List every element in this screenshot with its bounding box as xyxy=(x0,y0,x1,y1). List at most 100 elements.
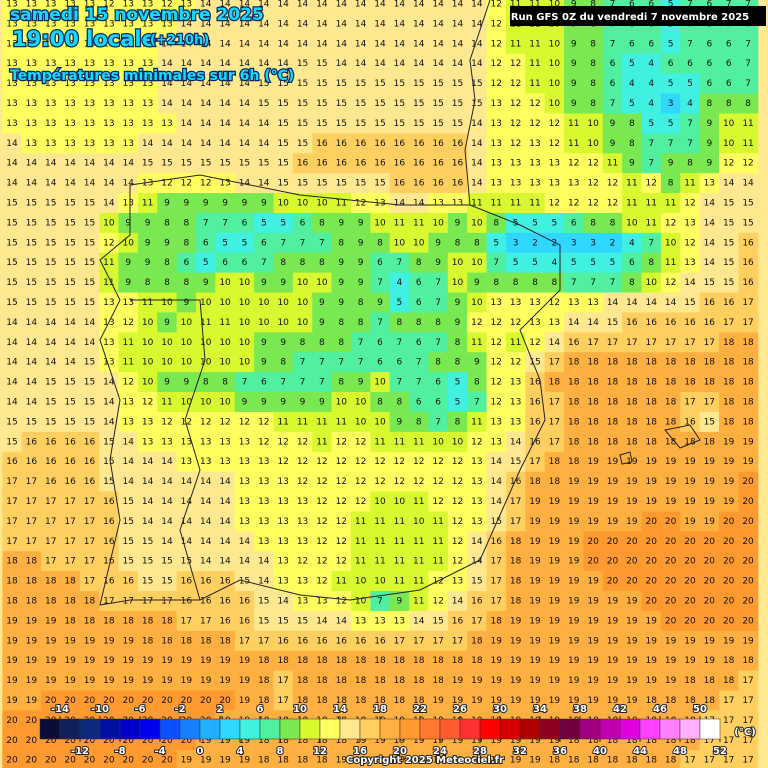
temperature-cell xyxy=(505,352,526,373)
temperature-cell xyxy=(428,531,449,552)
temperature-value: 19 xyxy=(607,616,619,626)
temperature-value: 15 xyxy=(26,199,37,209)
temperature-value: 17 xyxy=(529,457,540,467)
temperature-cell xyxy=(350,471,371,493)
temperature-value: 13 xyxy=(142,179,153,189)
temperature-cell xyxy=(641,491,662,513)
temperature-cell xyxy=(137,471,158,493)
temperature-cell xyxy=(292,332,313,353)
temperature-value: 15 xyxy=(704,417,715,427)
temperature-value: 13 xyxy=(277,477,288,487)
temperature-value: 6 xyxy=(377,358,383,368)
temperature-value: 19 xyxy=(607,597,619,607)
temperature-value: 13 xyxy=(568,298,579,308)
temperature-cell xyxy=(292,173,313,194)
temperature-cell xyxy=(467,431,488,453)
temperature-value: 11 xyxy=(529,39,540,49)
temperature-cell xyxy=(176,232,197,254)
temperature-cell xyxy=(331,113,352,134)
temperature-cell xyxy=(641,431,662,453)
temperature-value: 10 xyxy=(471,298,483,308)
temperature-value: 12 xyxy=(200,417,211,427)
temperature-cell xyxy=(99,292,120,314)
temperature-value: 18 xyxy=(355,676,367,686)
temperature-cell xyxy=(41,571,62,592)
temperature-value: 8 xyxy=(183,278,189,288)
temperature-value: 20 xyxy=(742,517,754,527)
temperature-cell xyxy=(234,332,255,353)
temperature-value: 14 xyxy=(161,139,173,149)
temperature-value: 12 xyxy=(336,517,347,527)
temperature-cell xyxy=(312,73,333,95)
temperature-value: 6 xyxy=(435,378,441,388)
temperature-value: 19 xyxy=(200,656,212,666)
temperature-cell xyxy=(719,610,739,632)
temperature-value: 13 xyxy=(471,497,482,507)
temperature-value: 18 xyxy=(297,676,309,686)
temperature-value: 12 xyxy=(316,577,327,587)
temperature-cell xyxy=(389,471,410,493)
temperature-cell xyxy=(389,571,410,592)
temperature-cell xyxy=(680,591,701,612)
temperature-cell xyxy=(118,551,139,572)
temperature-cell xyxy=(215,33,236,55)
temperature-cell xyxy=(21,531,42,552)
temperature-cell xyxy=(525,551,546,572)
temperature-value: 16 xyxy=(6,457,18,467)
temperature-cell xyxy=(486,173,507,194)
temperature-value: 12 xyxy=(529,119,540,129)
temperature-cell xyxy=(331,610,352,632)
temperature-cell xyxy=(738,610,759,632)
temperature-cell xyxy=(428,93,449,115)
temperature-cell xyxy=(738,193,759,214)
temperature-cell xyxy=(660,93,681,115)
temperature-value: 14 xyxy=(491,457,503,467)
legend-tick-label: 48 xyxy=(673,746,687,757)
temperature-cell xyxy=(486,352,507,373)
temperature-value: 18 xyxy=(587,417,599,427)
legend-swatch xyxy=(559,718,581,740)
temperature-value: 19 xyxy=(549,597,561,607)
temperature-cell xyxy=(622,33,643,55)
temperature-value: 15 xyxy=(122,497,133,507)
temperature-value: 9 xyxy=(397,417,403,427)
temperature-cell xyxy=(428,392,449,413)
temperature-value: 9 xyxy=(358,218,364,228)
temperature-cell xyxy=(2,352,23,373)
temperature-value: 19 xyxy=(742,437,754,447)
temperature-value: 11 xyxy=(529,199,540,209)
legend-swatch xyxy=(419,718,441,740)
temperature-value: 10 xyxy=(142,378,154,388)
temperature-cell xyxy=(350,33,371,55)
temperature-cell xyxy=(622,193,643,214)
temperature-value: 14 xyxy=(742,179,754,189)
temperature-cell xyxy=(2,630,23,652)
temperature-value: 15 xyxy=(704,278,715,288)
temperature-cell xyxy=(79,551,100,572)
temperature-value: 17 xyxy=(84,557,95,567)
temperature-cell xyxy=(99,352,120,373)
temperature-cell xyxy=(389,252,410,274)
temperature-value: 19 xyxy=(64,676,76,686)
temperature-cell xyxy=(196,630,216,652)
temperature-value: 10 xyxy=(219,358,231,368)
temperature-value: 16 xyxy=(626,318,638,328)
temperature-value: 18 xyxy=(645,437,657,447)
temperature-cell xyxy=(525,312,546,333)
temperature-cell xyxy=(738,212,759,234)
temperature-value: 15 xyxy=(277,616,288,626)
temperature-value: 12 xyxy=(297,477,308,487)
temperature-value: 8 xyxy=(590,59,596,69)
temperature-value: 19 xyxy=(607,497,619,507)
temperature-cell xyxy=(99,491,120,513)
temperature-cell xyxy=(273,551,294,572)
temperature-cell xyxy=(137,13,158,35)
legend-swatch xyxy=(579,718,601,740)
temperature-value: 12 xyxy=(549,139,560,149)
temperature-cell xyxy=(331,630,352,652)
temperature-cell xyxy=(118,312,139,333)
temperature-value: 3 xyxy=(668,99,674,109)
temperature-value: 13 xyxy=(64,99,75,109)
temperature-cell xyxy=(738,173,759,194)
temperature-cell xyxy=(622,392,643,413)
